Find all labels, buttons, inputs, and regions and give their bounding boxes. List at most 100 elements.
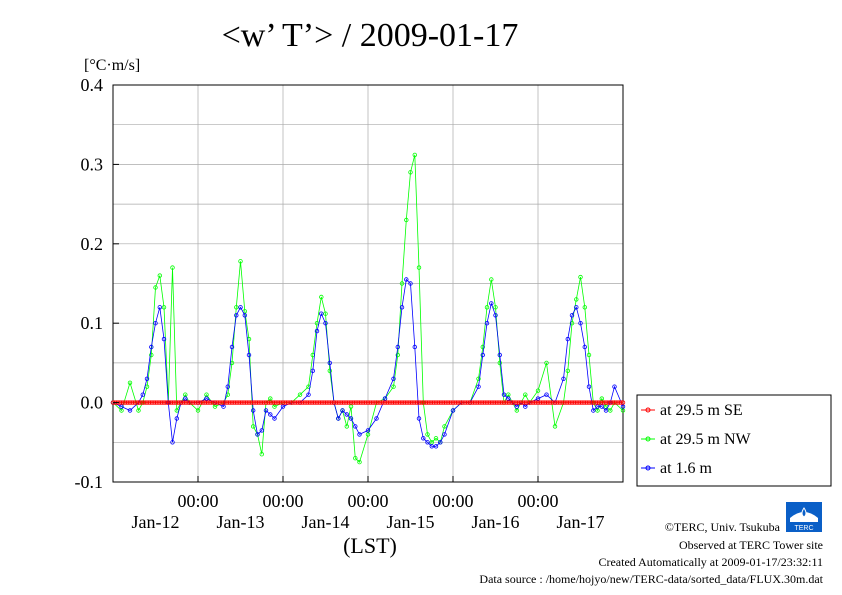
data-point [480,352,485,358]
y-tick-label: 0.0 [81,393,104,413]
data-point [391,384,396,389]
data-point [408,170,413,175]
data-point [501,392,507,397]
date-label: Jan-12 [132,512,180,532]
data-point [442,424,447,429]
data-point [195,408,201,413]
data-point [161,336,167,342]
data-point [174,416,179,421]
data-point [565,368,570,373]
data-point [170,440,175,445]
data-point [250,424,256,429]
legend-marker [645,465,651,471]
data-point [242,313,247,318]
data-point [255,432,260,437]
data-point [161,305,167,310]
data-point [429,444,434,449]
data-point [259,452,264,457]
data-point [404,217,409,223]
data-point [297,392,303,397]
x-axis-label: (LST) [343,533,397,558]
x-tick-label: 00:00 [177,491,218,511]
data-point [433,436,439,441]
created-text: Created Automatically at 2009-01-17/23:3… [598,555,823,569]
data-point [357,459,362,465]
data-point [493,305,498,310]
data-point [234,305,239,310]
data-point [272,404,277,409]
date-label: Jan-14 [302,512,350,532]
data-point [599,396,604,401]
data-point [323,311,328,316]
data-point [157,273,162,278]
data-point [183,396,188,401]
data-point [582,305,587,310]
data-point [561,376,566,381]
data-point [569,313,575,318]
data-point [259,428,264,433]
data-point [144,376,150,381]
data-source-text: Data source : /home/hojyo/new/TERC-data/… [479,572,823,586]
data-point [340,408,345,413]
data-point [221,404,226,409]
data-point [268,396,273,401]
data-point [344,424,349,429]
legend-item: at 1.6 m [641,460,713,477]
data-point [574,297,579,302]
data-point [212,404,218,409]
x-tick-label: 00:00 [262,491,303,511]
grid [113,84,623,482]
data-point [395,352,400,358]
data-point [497,352,502,358]
data-point [310,368,315,373]
data-point [229,344,235,350]
legend: at 29.5 m SE at 29.5 m NW at 1.6 m [636,394,832,487]
data-point [497,360,502,366]
data-point [153,285,158,290]
data-point [353,456,358,461]
data-point [119,404,124,409]
data-point [595,404,600,409]
data-point [544,360,549,366]
data-point [136,408,141,413]
data-point [280,404,286,409]
y-tick-label: -0.1 [75,472,104,492]
data-point [348,416,354,421]
y-tick-labels: 0.4 0.3 0.2 0.1 0.0 -0.1 [75,75,119,492]
data-point [582,344,587,350]
data-point [263,408,269,413]
data-point [523,392,528,397]
data-point [153,321,158,326]
data-point [314,328,320,334]
data-point [170,265,175,270]
data-point [544,392,549,397]
data-point [416,416,422,421]
data-point [246,352,252,358]
chart-title: <w’ T’> / 2009-01-17 [222,17,519,54]
data-point [268,412,273,417]
data-point [395,344,400,350]
y-tick-label: 0.3 [81,154,104,174]
x-tick-label: 00:00 [517,491,558,511]
data-point [323,321,328,326]
data-point [489,277,494,282]
series-line [112,154,624,463]
data-point [438,440,443,445]
data-point [327,368,332,373]
data-point [574,305,579,310]
data-point [608,408,613,413]
logo-text: TERC [794,525,813,532]
data-point [157,305,162,310]
data-point [149,352,154,358]
data-point [374,416,379,421]
data-point [421,436,426,441]
data-point [578,274,583,280]
y-tick-label: 0.4 [81,75,104,95]
legend-marker [645,436,651,442]
data-point [140,392,145,397]
data-point [484,321,490,326]
data-point [391,376,396,381]
data-point [127,380,133,385]
data-point [399,305,405,310]
